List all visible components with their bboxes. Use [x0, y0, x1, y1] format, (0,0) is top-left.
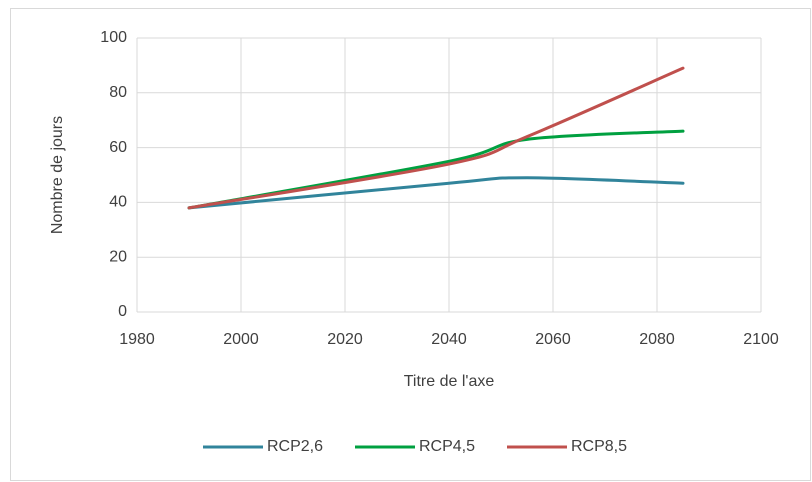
x-tick-label: 2060	[535, 331, 571, 348]
x-tick-label: 2040	[431, 331, 467, 348]
x-tick-label: 2020	[327, 331, 363, 348]
x-tick-label: 2100	[743, 331, 779, 348]
x-tick-label: 2080	[639, 331, 675, 348]
chart-frame	[10, 8, 811, 481]
x-axis-label: Titre de l'axe	[404, 373, 495, 390]
x-tick-label: 2000	[223, 331, 259, 348]
series-line	[187, 66, 685, 210]
legend-label: RCP2,6	[267, 438, 323, 455]
y-tick-label: 20	[109, 248, 127, 265]
y-tick-label: 60	[109, 139, 127, 156]
y-tick-label: 80	[109, 84, 127, 101]
legend-label: RCP4,5	[419, 438, 475, 455]
y-tick-label: 0	[118, 303, 127, 320]
legend-label: RCP8,5	[571, 438, 627, 455]
y-tick-label: 100	[100, 29, 127, 46]
y-axis-label: Nombre de jours	[49, 116, 66, 234]
series-line	[187, 176, 685, 210]
y-tick-label: 40	[109, 194, 127, 211]
x-tick-label: 1980	[119, 331, 155, 348]
